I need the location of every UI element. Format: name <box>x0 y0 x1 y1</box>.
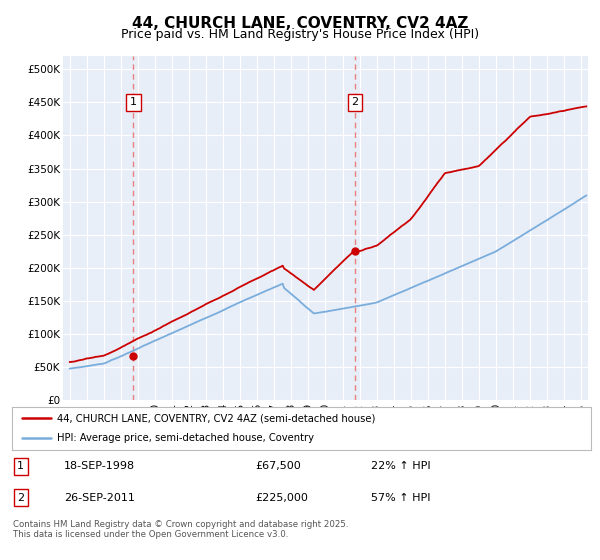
Text: 1: 1 <box>17 461 24 472</box>
Text: Contains HM Land Registry data © Crown copyright and database right 2025.
This d: Contains HM Land Registry data © Crown c… <box>13 520 349 539</box>
Text: £67,500: £67,500 <box>255 461 301 472</box>
Text: 26-SEP-2011: 26-SEP-2011 <box>64 493 135 503</box>
Text: HPI: Average price, semi-detached house, Coventry: HPI: Average price, semi-detached house,… <box>57 433 314 443</box>
Text: 2: 2 <box>352 97 359 108</box>
Text: 1: 1 <box>130 97 137 108</box>
Text: 18-SEP-1998: 18-SEP-1998 <box>64 461 135 472</box>
Text: Price paid vs. HM Land Registry's House Price Index (HPI): Price paid vs. HM Land Registry's House … <box>121 28 479 41</box>
Text: 2: 2 <box>17 493 24 503</box>
Text: 57% ↑ HPI: 57% ↑ HPI <box>371 493 430 503</box>
Text: 44, CHURCH LANE, COVENTRY, CV2 4AZ (semi-detached house): 44, CHURCH LANE, COVENTRY, CV2 4AZ (semi… <box>57 413 376 423</box>
Text: 22% ↑ HPI: 22% ↑ HPI <box>371 461 431 472</box>
Text: 44, CHURCH LANE, COVENTRY, CV2 4AZ: 44, CHURCH LANE, COVENTRY, CV2 4AZ <box>132 16 468 31</box>
Text: £225,000: £225,000 <box>255 493 308 503</box>
